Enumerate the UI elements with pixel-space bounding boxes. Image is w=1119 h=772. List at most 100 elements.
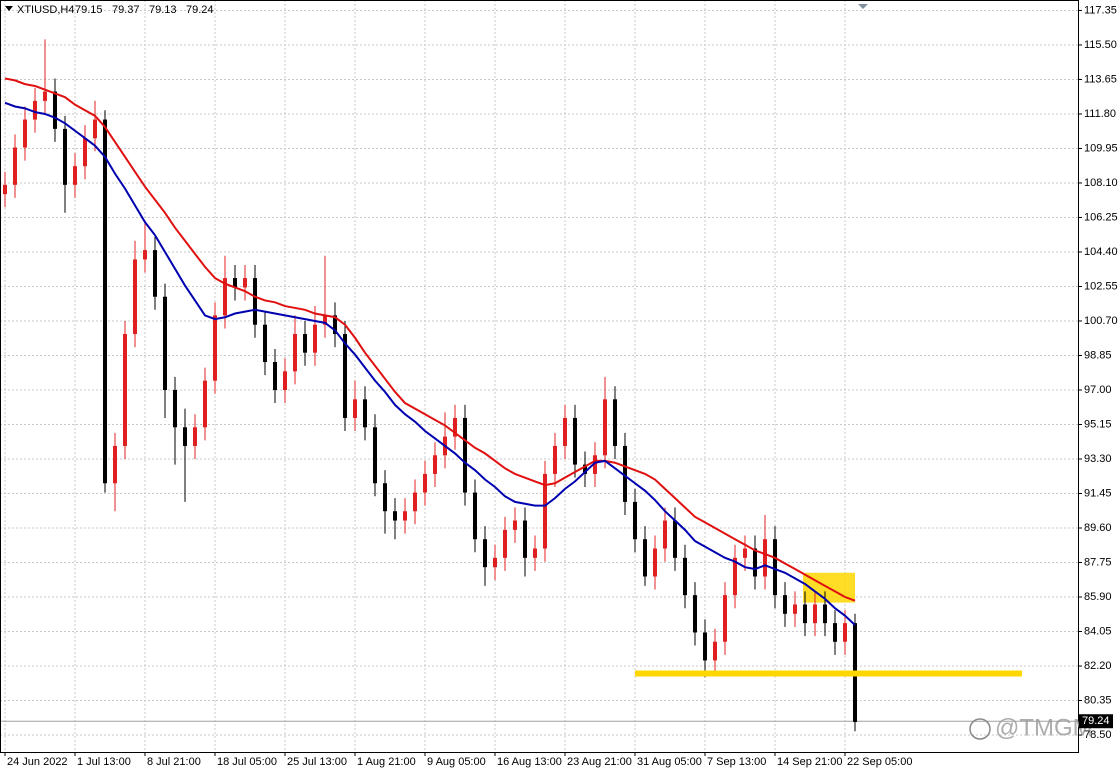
- header-value: 79.24: [186, 4, 214, 16]
- candle-body: [703, 632, 707, 661]
- candle-body: [123, 334, 127, 446]
- candle-body: [403, 511, 407, 521]
- y-tick-label: 111.80: [1084, 108, 1116, 120]
- candle-body: [663, 520, 667, 549]
- header-value: 79.15: [75, 4, 103, 16]
- header-value: 79.13: [149, 4, 177, 16]
- candle-body: [813, 604, 817, 624]
- candle-body: [3, 184, 7, 195]
- candle-body: [13, 147, 17, 185]
- candle-body: [733, 557, 737, 596]
- candle-body: [273, 362, 277, 390]
- y-tick-label: 87.75: [1084, 556, 1112, 568]
- plot-border: [0, 0, 1079, 753]
- candle-body: [613, 399, 617, 446]
- candle-body: [503, 529, 507, 558]
- candle-body: [583, 464, 587, 474]
- candle-body: [493, 557, 497, 568]
- candle-body: [683, 557, 687, 596]
- candle-body: [313, 324, 317, 353]
- y-tick-label: 115.50: [1084, 39, 1117, 51]
- candle-body: [353, 399, 357, 418]
- candle-body: [63, 128, 67, 185]
- symbol-label: XTIUSD,H4: [17, 4, 74, 16]
- candle-body: [93, 119, 97, 139]
- candle-body: [73, 166, 77, 185]
- candle-body: [33, 100, 37, 120]
- x-tick-label: 8 Jul 21:00: [147, 756, 201, 768]
- candle-body: [803, 604, 807, 624]
- candle-body: [483, 539, 487, 568]
- y-tick-label: 95.15: [1084, 418, 1112, 430]
- y-tick-label: 91.45: [1084, 487, 1112, 499]
- candle-body: [143, 250, 147, 260]
- candle-body: [603, 399, 607, 456]
- candle-body: [523, 520, 527, 558]
- candle-body: [633, 501, 637, 540]
- last-price-box: [1079, 714, 1113, 729]
- y-tick-label: 93.30: [1084, 453, 1112, 465]
- candle-body: [103, 119, 107, 484]
- x-tick-label: 31 Aug 05:00: [637, 756, 702, 768]
- last-price-label: 79.24: [1082, 715, 1110, 727]
- candle-body: [253, 278, 257, 325]
- moving-average: [4, 101, 856, 626]
- x-tick-label: 22 Sep 05:00: [847, 756, 912, 768]
- candle-body: [213, 315, 217, 381]
- candle-body: [113, 445, 117, 484]
- y-tick-label: 102.55: [1084, 280, 1118, 292]
- candle-body: [533, 548, 537, 558]
- candle-body: [323, 315, 327, 325]
- candle-body: [23, 119, 27, 148]
- candle-body: [763, 539, 767, 577]
- candle-body: [413, 492, 417, 512]
- candle-body: [53, 91, 57, 129]
- candle-body: [753, 548, 757, 577]
- moving-average: [4, 77, 856, 602]
- y-tick-label: 82.20: [1084, 660, 1112, 672]
- y-tick-label: 117.35: [1084, 4, 1117, 16]
- x-tick-label: 14 Sep 21:00: [777, 756, 842, 768]
- candle-body: [433, 455, 437, 474]
- y-tick-label: 80.35: [1084, 694, 1112, 706]
- candle-body: [343, 334, 347, 418]
- candle-body: [233, 278, 237, 288]
- candle-body: [203, 380, 207, 428]
- ohlc-header: 79.15 79.37 79.13 79.24: [75, 4, 214, 16]
- x-tick-label: 1 Aug 21:00: [357, 756, 416, 768]
- candle-body: [823, 604, 827, 624]
- candle-body: [513, 520, 517, 530]
- candle-body: [283, 371, 287, 390]
- shift-marker[interactable]: [858, 4, 868, 9]
- header-value: 79.37: [112, 4, 140, 16]
- candle-body: [463, 417, 467, 493]
- candle-body: [623, 445, 627, 502]
- y-tick-label: 109.95: [1084, 142, 1118, 154]
- candle-body: [263, 324, 267, 363]
- candle-body: [293, 334, 297, 372]
- plot: [0, 39, 1078, 732]
- candle-body: [173, 389, 177, 428]
- candle-body: [363, 399, 367, 428]
- candle-body: [83, 138, 87, 167]
- y-tick-label: 100.70: [1084, 315, 1118, 327]
- x-tick-label: 25 Jul 13:00: [287, 756, 347, 768]
- y-tick-label: 85.90: [1084, 591, 1112, 603]
- y-tick-label: 98.85: [1084, 349, 1112, 361]
- candle-body: [643, 539, 647, 577]
- candle-body: [543, 473, 547, 549]
- candle-body: [563, 417, 567, 446]
- candle-body: [793, 604, 797, 614]
- candle-body: [693, 595, 697, 633]
- watermark: @TMGM: [995, 714, 1093, 741]
- y-tick-label: 84.05: [1084, 625, 1112, 637]
- x-tick-label: 7 Sep 13:00: [707, 756, 766, 768]
- candle-body: [133, 259, 137, 335]
- y-tick-label: 104.40: [1084, 246, 1118, 258]
- candle-body: [423, 473, 427, 493]
- y-tick-label: 89.60: [1084, 522, 1112, 534]
- menu-arrow[interactable]: [5, 6, 13, 11]
- candle-body: [673, 520, 677, 558]
- candle-body: [193, 427, 197, 446]
- y-tick-label: 108.10: [1084, 177, 1118, 189]
